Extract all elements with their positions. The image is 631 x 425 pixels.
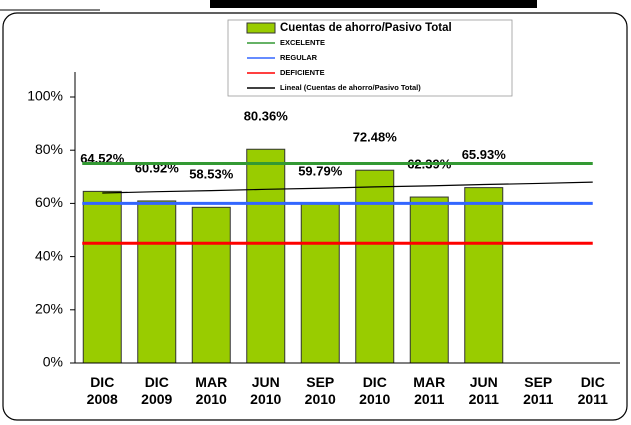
- bar: [464, 187, 504, 364]
- x-tick-line: 2010: [305, 391, 336, 407]
- legend-label: EXCELENTE: [280, 38, 325, 47]
- data-label: 80.36%: [244, 109, 289, 124]
- x-tick-label: MAR 2010: [195, 374, 227, 407]
- data-label: 72.48%: [353, 130, 398, 145]
- x-tick-line: DIC: [363, 374, 387, 390]
- x-tick-label: SEP 2011: [523, 374, 554, 407]
- x-tick-line: 2011: [469, 391, 500, 407]
- bar: [300, 203, 340, 364]
- x-tick-label: DIC 2010: [359, 374, 390, 407]
- x-tick-label: DIC 2011: [578, 374, 609, 407]
- x-tick-line: 2010: [250, 391, 281, 407]
- y-tick-label: 0%: [43, 354, 63, 370]
- data-label: 65.93%: [462, 147, 507, 162]
- x-tick-line: 2011: [523, 391, 554, 407]
- y-tick-label: 20%: [35, 301, 63, 317]
- bar: [246, 148, 286, 364]
- bar: [355, 169, 395, 364]
- legend-label: DEFICIENTE: [280, 68, 325, 77]
- data-label: 58.53%: [189, 167, 234, 182]
- bar: [409, 196, 449, 364]
- data-label: 59.79%: [298, 163, 343, 178]
- bar: [191, 206, 231, 364]
- x-tick-line: SEP: [524, 374, 552, 390]
- bar: [82, 190, 122, 364]
- x-tick-line: 2011: [578, 391, 609, 407]
- trend-line: [102, 181, 593, 194]
- x-tick-label: DIC 2008: [87, 374, 118, 407]
- x-tick-label: SEP 2010: [305, 374, 336, 407]
- x-tick-line: MAR: [413, 374, 445, 390]
- x-tick-label: JUN 2010: [250, 374, 281, 407]
- x-tick-line: MAR: [195, 374, 227, 390]
- legend-label: Cuentas de ahorro/Pasivo Total: [280, 22, 452, 34]
- x-tick-line: DIC: [581, 374, 605, 390]
- legend-label: REGULAR: [280, 53, 318, 62]
- x-tick-label: MAR 2011: [413, 374, 445, 407]
- x-tick-line: DIC: [90, 374, 114, 390]
- y-tick-label: 60%: [35, 194, 63, 210]
- x-tick-line: SEP: [306, 374, 334, 390]
- x-tick-line: JUN: [470, 374, 498, 390]
- y-tick-label: 40%: [35, 247, 63, 263]
- x-tick-label: DIC 2009: [141, 374, 172, 407]
- decor-bar: [210, 0, 537, 8]
- x-tick-line: 2010: [196, 391, 227, 407]
- x-tick-line: DIC: [145, 374, 169, 390]
- x-tick-line: 2010: [359, 391, 390, 407]
- x-tick-line: JUN: [252, 374, 280, 390]
- y-tick-label: 100%: [27, 88, 63, 104]
- x-tick-label: JUN 2011: [469, 374, 500, 407]
- x-tick-line: 2009: [141, 391, 172, 407]
- legend-swatch: [246, 22, 276, 34]
- x-tick-line: 2011: [414, 391, 445, 407]
- x-tick-line: 2008: [87, 391, 118, 407]
- bar: [137, 200, 177, 364]
- legend-label: Lineal (Cuentas de ahorro/Pasivo Total): [280, 83, 421, 92]
- y-tick-label: 80%: [35, 141, 63, 157]
